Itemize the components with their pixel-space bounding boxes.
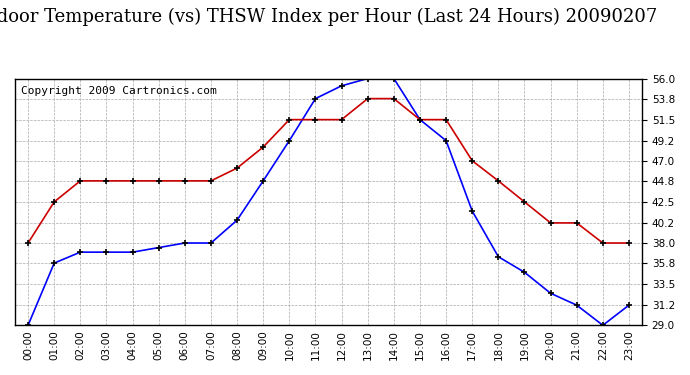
Text: Outdoor Temperature (vs) THSW Index per Hour (Last 24 Hours) 20090207: Outdoor Temperature (vs) THSW Index per … bbox=[0, 8, 658, 26]
Text: Copyright 2009 Cartronics.com: Copyright 2009 Cartronics.com bbox=[21, 86, 217, 96]
